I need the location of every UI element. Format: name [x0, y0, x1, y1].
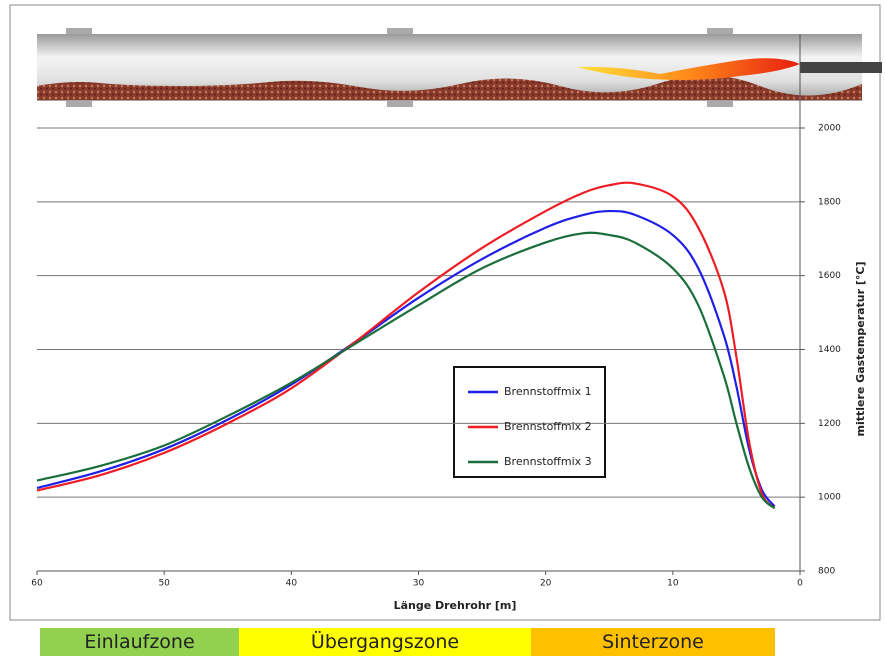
chart: Länge Drehrohr [m] mittlere Gastemperatu…: [0, 0, 885, 628]
y-tick-label: 1800: [818, 197, 841, 207]
x-tick-label: 20: [540, 579, 552, 589]
x-tick-label: 40: [286, 579, 298, 589]
y-tick-label: 1400: [818, 345, 841, 355]
x-tick-label: 0: [797, 579, 803, 589]
x-axis-label: Länge Drehrohr [m]: [394, 599, 517, 612]
page: Länge Drehrohr [m] mittlere Gastemperatu…: [0, 0, 885, 656]
y-tick-label: 800: [818, 567, 835, 577]
x-tick-label: 50: [158, 579, 170, 589]
y-tick-label: 2000: [818, 124, 841, 134]
zone: Einlaufzone: [40, 628, 239, 656]
kiln-illustration: [37, 28, 882, 107]
y-axis-label: mittlere Gastemperatur [°C]: [854, 261, 867, 436]
legend-label: Brennstoffmix 1: [504, 385, 592, 398]
x-tick-label: 30: [413, 579, 425, 589]
x-tick-label: 10: [667, 579, 679, 589]
legend-label: Brennstoffmix 3: [504, 455, 592, 468]
zone: Übergangszone: [239, 628, 531, 656]
x-tick-label: 60: [31, 579, 43, 589]
series-line: [37, 183, 775, 509]
series-line: [37, 211, 775, 506]
series-line: [37, 233, 775, 508]
zone: Sinterzone: [531, 628, 775, 656]
legend-label: Brennstoffmix 2: [504, 420, 592, 433]
y-tick-label: 1200: [818, 419, 841, 429]
y-tick-label: 1600: [818, 271, 841, 281]
y-tick-label: 1000: [818, 493, 841, 503]
